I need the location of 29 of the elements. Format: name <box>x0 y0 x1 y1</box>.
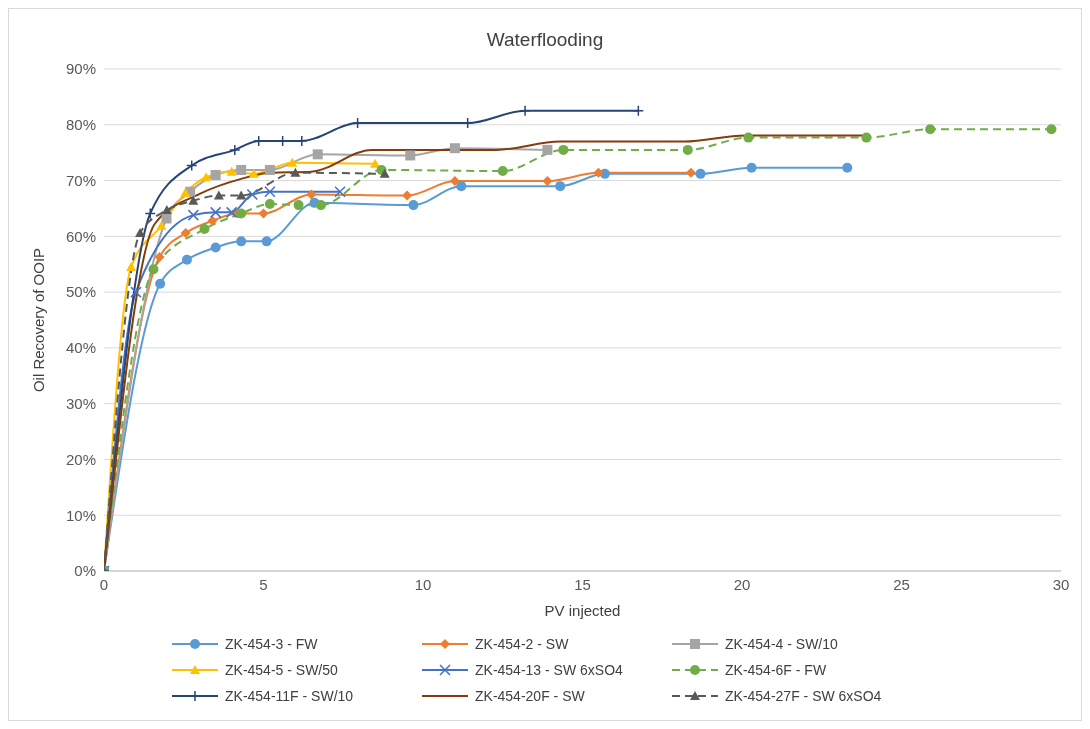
y-tick-label: 60% <box>65 227 96 245</box>
x-tick-label: 15 <box>574 575 591 593</box>
x-tick-label: 25 <box>893 575 910 593</box>
y-tick-label: 0% <box>74 562 96 580</box>
legend-label: ZK-454-27F - SW 6xSO4 <box>725 688 882 704</box>
y-axis-title: Oil Recovery of OOIP <box>30 247 48 393</box>
y-tick-label: 20% <box>65 450 96 468</box>
x-tick-label: 10 <box>414 575 432 593</box>
legend-label: ZK-454-6F - FW <box>725 662 827 678</box>
chart-title: Waterflooding <box>485 28 605 52</box>
legend-label: ZK-454-3 - FW <box>225 636 318 652</box>
legend-label: ZK-454-20F - SW <box>475 688 585 704</box>
y-tick-label: 10% <box>65 506 96 524</box>
legend-label: ZK-454-5 - SW/50 <box>225 662 338 678</box>
y-tick-label: 30% <box>65 394 96 412</box>
x-axis-title: PV injected <box>544 602 621 619</box>
y-tick-label: 80% <box>65 116 96 134</box>
x-tick-label: 20 <box>733 575 751 593</box>
legend-label: ZK-454-11F - SW/10 <box>225 688 354 704</box>
y-tick-label: 70% <box>65 171 96 189</box>
y-tick-label: 40% <box>65 339 96 357</box>
x-tick-label: 5 <box>259 575 268 593</box>
legend-label: ZK-454-13 - SW 6xSO4 <box>475 662 623 678</box>
x-tick-label: 30 <box>1052 575 1070 593</box>
legend-label: ZK-454-2 - SW <box>475 636 569 652</box>
x-tick-label: 0 <box>99 575 109 593</box>
y-tick-label: 90% <box>65 60 96 78</box>
y-tick-label: 50% <box>65 283 96 301</box>
legend-label: ZK-454-4 - SW/10 <box>725 636 838 652</box>
